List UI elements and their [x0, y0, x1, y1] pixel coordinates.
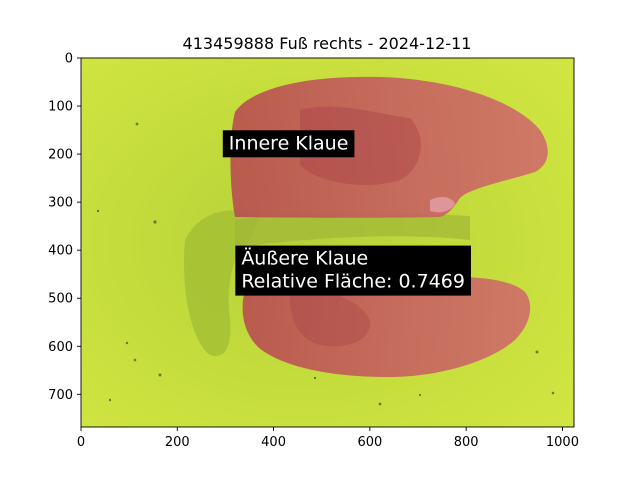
x-tick-label: 400: [261, 435, 286, 450]
photo-gap-shadow: [235, 212, 470, 248]
annotation-text: Innere Klaue: [229, 132, 349, 154]
y-tick-label: 400: [48, 244, 73, 259]
y-tick-label: 200: [48, 148, 73, 163]
annotation-text: Relative Fläche: 0.7469: [241, 271, 465, 293]
annotation-box: [222, 130, 355, 158]
axes-frame: [80, 57, 575, 428]
mask-innere-klaue-highlight: [430, 196, 455, 213]
y-axis-ticks: 0 100 200 300 400 500 600 700: [48, 52, 81, 403]
y-tick-label: 0: [65, 52, 73, 67]
y-tick-label: 300: [48, 196, 73, 211]
mask-aeussere-klaue: [242, 276, 531, 378]
chart-title: 413459888 Fuß rechts - 2024-12-11: [183, 34, 472, 53]
y-tick-label: 700: [48, 388, 73, 403]
mask-innere-klaue: [230, 76, 548, 218]
x-tick-label: 0: [77, 435, 85, 450]
y-tick-label: 500: [48, 292, 73, 307]
y-tick-label: 600: [48, 340, 73, 355]
x-tick-label: 200: [165, 435, 190, 450]
image-area: [81, 58, 574, 427]
annotation-text: Äußere Klaue: [241, 247, 368, 270]
photo-specks: [96, 122, 555, 406]
mask-innere-klaue-dark: [300, 106, 421, 185]
y-tick-label: 100: [48, 100, 73, 115]
x-axis-ticks: 0 200 400 600 800 1000: [77, 427, 579, 450]
x-tick-label: 600: [357, 435, 382, 450]
annotation-box: [235, 245, 471, 296]
x-tick-label: 800: [454, 435, 479, 450]
annotation-1: Innere Klaue: [222, 130, 355, 158]
x-tick-label: 1000: [546, 435, 579, 450]
mask-aeussere-klaue-dark: [289, 289, 371, 347]
